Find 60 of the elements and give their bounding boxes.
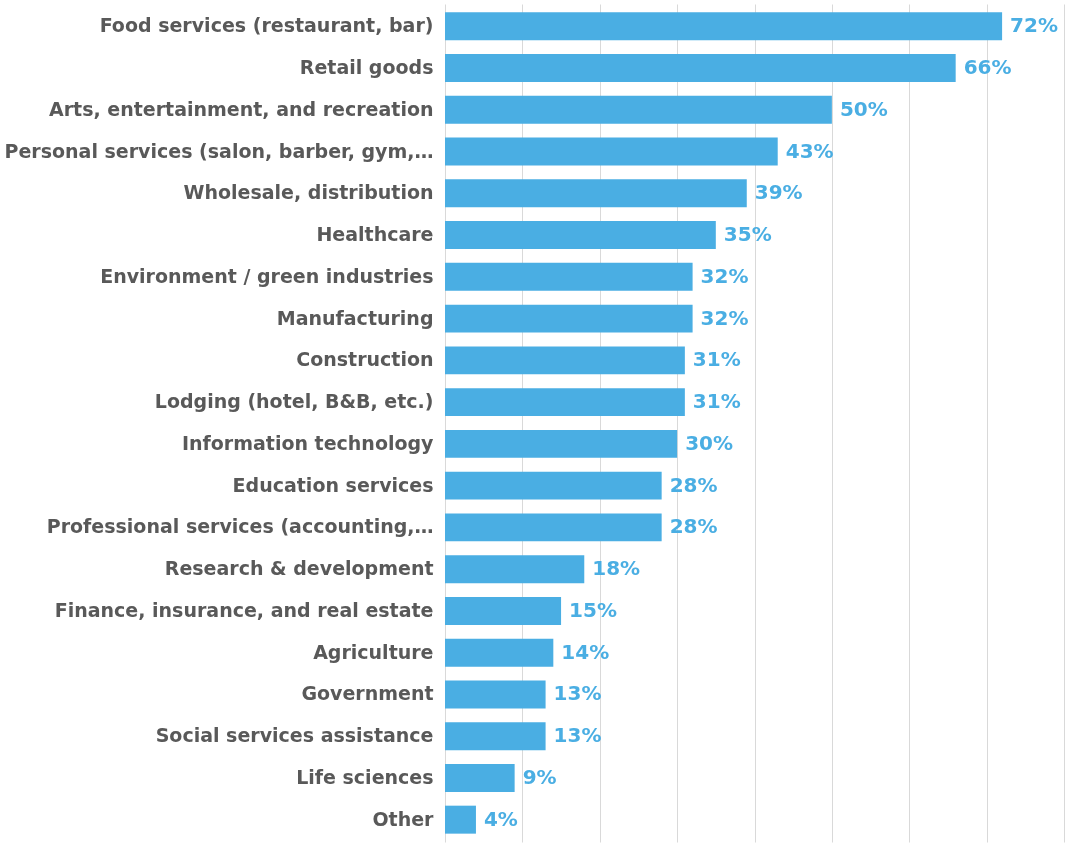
data-label: 31% [692, 389, 741, 414]
y-tick-label: Environment / green industries [100, 264, 434, 287]
bar [445, 471, 662, 500]
data-label: 32% [700, 305, 749, 330]
data-label: 14% [561, 639, 610, 664]
data-label: 32% [700, 263, 749, 288]
y-tick-label: Agriculture [313, 640, 434, 663]
y-tick-label: Wholesale, distribution [183, 181, 434, 204]
bar [445, 722, 546, 751]
bar [445, 179, 747, 208]
y-tick-label: Government [301, 682, 434, 705]
y-tick-label: Life sciences [296, 765, 434, 788]
y-tick-label: Retail goods [299, 56, 434, 79]
bar [445, 680, 546, 709]
data-label: 13% [553, 723, 602, 748]
y-tick-label: Other [372, 807, 435, 830]
bar [445, 95, 832, 124]
bar [445, 596, 562, 625]
bar [445, 388, 685, 417]
y-tick-label: Manufacturing [276, 306, 434, 329]
bar [445, 221, 716, 250]
y-tick-label: Education services [232, 473, 434, 496]
y-tick-label: Finance, insurance, and real estate [54, 598, 434, 621]
y-tick-label: Research & development [164, 557, 434, 580]
data-label: 50% [839, 96, 888, 121]
y-tick-label: Lodging (hotel, B&B, etc.) [154, 390, 434, 413]
bar [445, 137, 778, 166]
data-label: 30% [685, 430, 733, 455]
y-tick-label: Food services (restaurant, bar) [99, 14, 434, 37]
bar [445, 805, 476, 834]
bar [445, 513, 662, 542]
data-label: 28% [669, 472, 718, 497]
y-tick-label: Construction [296, 348, 434, 371]
data-label: 72% [1010, 13, 1058, 38]
bar [445, 12, 1003, 41]
y-tick-label: Arts, entertainment, and recreation [49, 97, 434, 120]
data-label: 66% [963, 55, 1012, 80]
data-label: 43% [785, 138, 834, 163]
data-label: 28% [669, 514, 718, 539]
bar [445, 429, 678, 458]
data-label: 4% [483, 806, 518, 831]
bar [445, 763, 515, 792]
bar [445, 346, 685, 375]
bar [445, 262, 693, 291]
data-label: 31% [692, 347, 741, 372]
bar [445, 54, 956, 83]
data-label: 13% [553, 681, 602, 706]
y-tick-label: Healthcare [316, 223, 434, 246]
data-label: 15% [569, 597, 617, 622]
data-label: 18% [592, 556, 641, 581]
data-label: 35% [723, 222, 772, 247]
y-tick-label: Personal services (salon, barber, gym,… [4, 139, 434, 162]
y-tick-label: Professional services (accounting,… [46, 515, 434, 538]
y-tick-label: Information technology [181, 431, 435, 454]
bar [445, 555, 585, 584]
bar [445, 304, 693, 333]
bar [445, 638, 554, 667]
data-label: 9% [522, 764, 557, 789]
y-tick-label: Social services assistance [155, 724, 434, 747]
data-label: 39% [754, 180, 803, 205]
